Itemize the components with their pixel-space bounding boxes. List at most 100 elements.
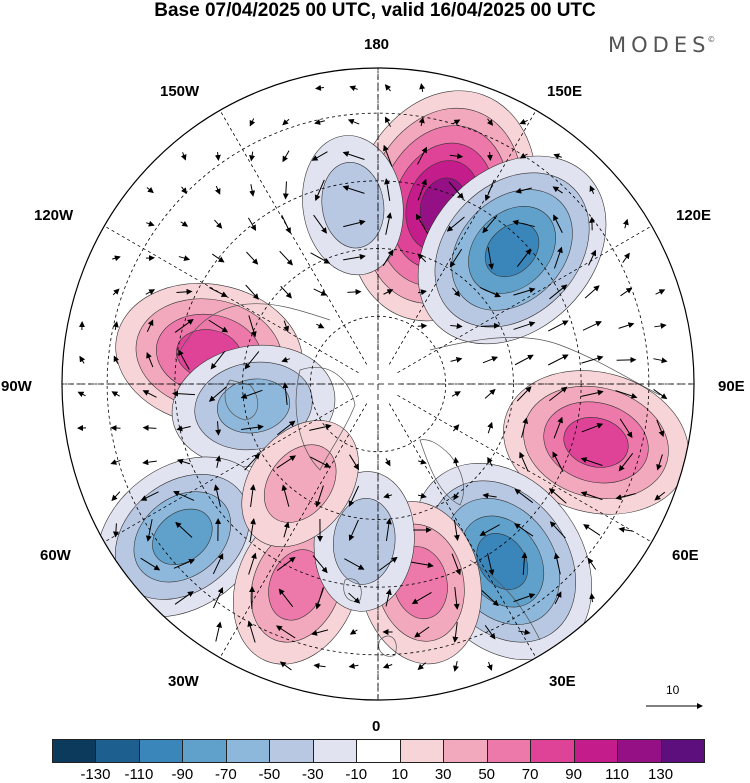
label-60W: 60W <box>40 547 71 564</box>
wind-arrow-192 <box>514 523 534 537</box>
meridian-300 <box>104 394 359 543</box>
wind-arrow-90 <box>314 179 325 202</box>
wind-arrow-206 <box>548 488 567 504</box>
wind-arrow-36 <box>175 521 193 538</box>
wind-arrow-154 <box>451 391 461 397</box>
wind-arrow-219 <box>580 491 603 501</box>
wind-arrow-115 <box>349 628 358 635</box>
wind-arrow-222 <box>589 592 596 603</box>
wind-arrow-215 <box>581 355 604 364</box>
wind-arrow-200 <box>549 284 568 300</box>
wind-arrow-81 <box>281 484 290 507</box>
wind-arrow-230 <box>618 452 634 472</box>
wind-arrow-232 <box>618 526 633 533</box>
label-120W: 120W <box>34 207 74 224</box>
wind-arrow-181 <box>519 152 528 159</box>
colorbar-tick-label: -90 <box>171 766 194 783</box>
label-30E: 30E <box>549 673 576 690</box>
wind-arrow-176 <box>487 553 495 576</box>
label-90W: 90W <box>1 378 32 395</box>
colorbar-cell-1 <box>95 739 140 763</box>
wind-arrow-235 <box>653 357 668 364</box>
wind-arrow-175 <box>479 524 500 536</box>
label-90E: 90E <box>718 378 745 395</box>
wind-arrow-208 <box>553 552 561 575</box>
colorbar-cell-12 <box>573 739 619 763</box>
wind-arrow-119 <box>383 144 393 167</box>
wind-arrow-32 <box>172 390 196 397</box>
wind-arrow-69 <box>247 620 256 643</box>
wind-arrow-133 <box>417 146 427 165</box>
wind-arrow-74 <box>279 250 293 266</box>
wind-arrow-228 <box>615 390 638 399</box>
anomaly-blue-5W-level-1 <box>333 498 396 585</box>
colorbar-tick-label: -70 <box>215 766 237 783</box>
wind-arrow-210 <box>589 185 596 195</box>
wind-arrow-79 <box>277 420 296 436</box>
wind-arrow-164 <box>486 151 493 161</box>
label-120E: 120E <box>676 207 712 224</box>
wind-arrow-151 <box>452 287 461 297</box>
colorbar-cell-5 <box>269 739 314 763</box>
wind-arrow-140 <box>417 492 427 499</box>
wind-arrow-54 <box>249 118 256 127</box>
chart-title: Base 07/04/2025 00 UTC, valid 16/04/2025… <box>154 0 596 21</box>
wind-arrow-17 <box>146 319 154 332</box>
wind-arrow-7 <box>113 355 120 364</box>
wind-arrow-221 <box>587 557 597 570</box>
wind-arrow-217 <box>581 423 604 433</box>
wind-arrow-19 <box>142 390 157 398</box>
wind-arrow-138 <box>417 323 428 330</box>
wind-arrow-191 <box>514 488 534 504</box>
wind-arrow-84 <box>278 588 294 608</box>
colorbar-cell-11 <box>530 739 575 763</box>
meridian-330 <box>219 403 368 658</box>
wind-arrow-229 <box>619 418 633 439</box>
colorbar-tick-label: -30 <box>301 766 324 783</box>
wind-arrow-41 <box>214 219 223 229</box>
wind-arrow-155 <box>452 424 460 432</box>
colorbar-tick-label: -130 <box>80 766 111 783</box>
wind-arrow-194 <box>513 593 536 603</box>
wind-arrow-53 <box>215 621 222 642</box>
wind-arrow-6 <box>112 321 119 331</box>
wind-arrow-126 <box>385 518 392 541</box>
wind-arrow-103 <box>349 85 358 92</box>
anomaly-blue-175W-level-1 <box>321 162 385 249</box>
wind-arrow-121 <box>385 212 393 235</box>
wind-arrow-150 <box>449 248 463 268</box>
wind-vectors <box>77 83 668 672</box>
wind-arrow-27 <box>180 220 189 227</box>
label-150W: 150W <box>160 83 200 100</box>
wind-arrow-118 <box>384 116 392 127</box>
map-boundary <box>61 67 695 701</box>
wind-arrow-44 <box>208 319 229 333</box>
wind-arrow-58 <box>246 251 259 265</box>
colorbar-cell-9 <box>443 739 488 763</box>
meridian-210 <box>219 110 368 365</box>
wind-arrow-188 <box>516 386 532 402</box>
wind-arrow-178 <box>484 625 496 640</box>
wind-arrow-160 <box>453 587 460 610</box>
meridian-150 <box>388 110 537 365</box>
wind-arrow-110 <box>349 454 360 471</box>
wind-arrow-112 <box>348 519 359 541</box>
wind-arrow-161 <box>452 622 459 643</box>
wind-arrow-214 <box>582 321 602 331</box>
wind-arrow-159 <box>451 553 461 576</box>
wind-arrow-147 <box>449 153 464 160</box>
brand-text: MODES <box>608 33 711 57</box>
wind-arrow-48 <box>215 455 222 468</box>
wind-arrow-218 <box>580 457 603 466</box>
colorbar-tick-label: -10 <box>345 766 368 783</box>
wind-arrow-95 <box>309 423 332 431</box>
wind-arrow-61 <box>244 351 260 370</box>
wind-arrow-37 <box>173 558 196 569</box>
wind-arrow-177 <box>481 590 499 607</box>
wind-arrow-38 <box>174 591 194 605</box>
anomaly-blue-80W-level-2 <box>217 378 291 434</box>
anomaly-blue-130E-level-4 <box>484 222 540 278</box>
wind-arrow-113 <box>344 558 365 570</box>
wind-arrow-134 <box>417 178 427 201</box>
wind-arrow-149 <box>446 216 465 232</box>
